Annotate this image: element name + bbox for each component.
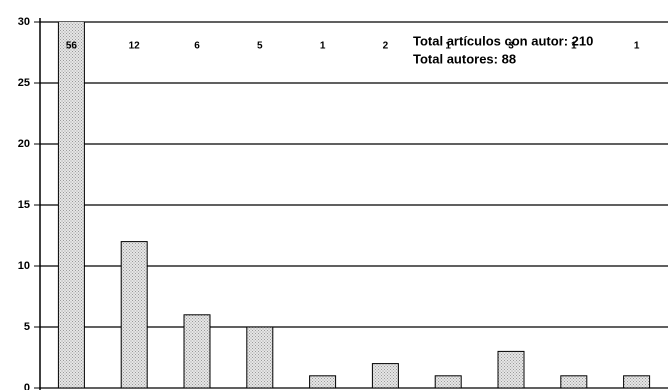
- value-label: 56: [66, 41, 78, 52]
- bar: [560, 375, 588, 389]
- bar: [623, 375, 651, 389]
- value-label: 1: [445, 41, 451, 52]
- value-label: 1: [320, 41, 326, 52]
- value-label: 12: [129, 41, 141, 52]
- bars: [57, 22, 651, 389]
- y-tick-label: 5: [24, 321, 30, 333]
- bar: [371, 363, 399, 389]
- value-label: 5: [257, 41, 263, 52]
- bar: [497, 350, 525, 389]
- annotation: Total artículos con autor: 210: [413, 33, 593, 48]
- value-label: 6: [194, 41, 200, 52]
- y-tick-label: 20: [18, 138, 30, 150]
- bar: [434, 375, 462, 389]
- bar: [183, 314, 211, 389]
- value-label: 1: [634, 41, 640, 52]
- y-tick-label: 15: [18, 199, 30, 211]
- y-tick-label: 30: [18, 16, 30, 28]
- y-tick-label: 10: [18, 260, 30, 272]
- bar: [57, 22, 85, 389]
- value-label: 1: [571, 41, 577, 52]
- value-label: 3: [508, 41, 514, 52]
- y-tick-label: 25: [18, 77, 30, 89]
- value-label: 2: [383, 41, 389, 52]
- bar: [246, 326, 274, 389]
- y-tick-label: 0: [24, 382, 30, 390]
- annotation: Total autores: 88: [413, 51, 516, 66]
- bar: [120, 241, 148, 389]
- bar: [309, 375, 337, 389]
